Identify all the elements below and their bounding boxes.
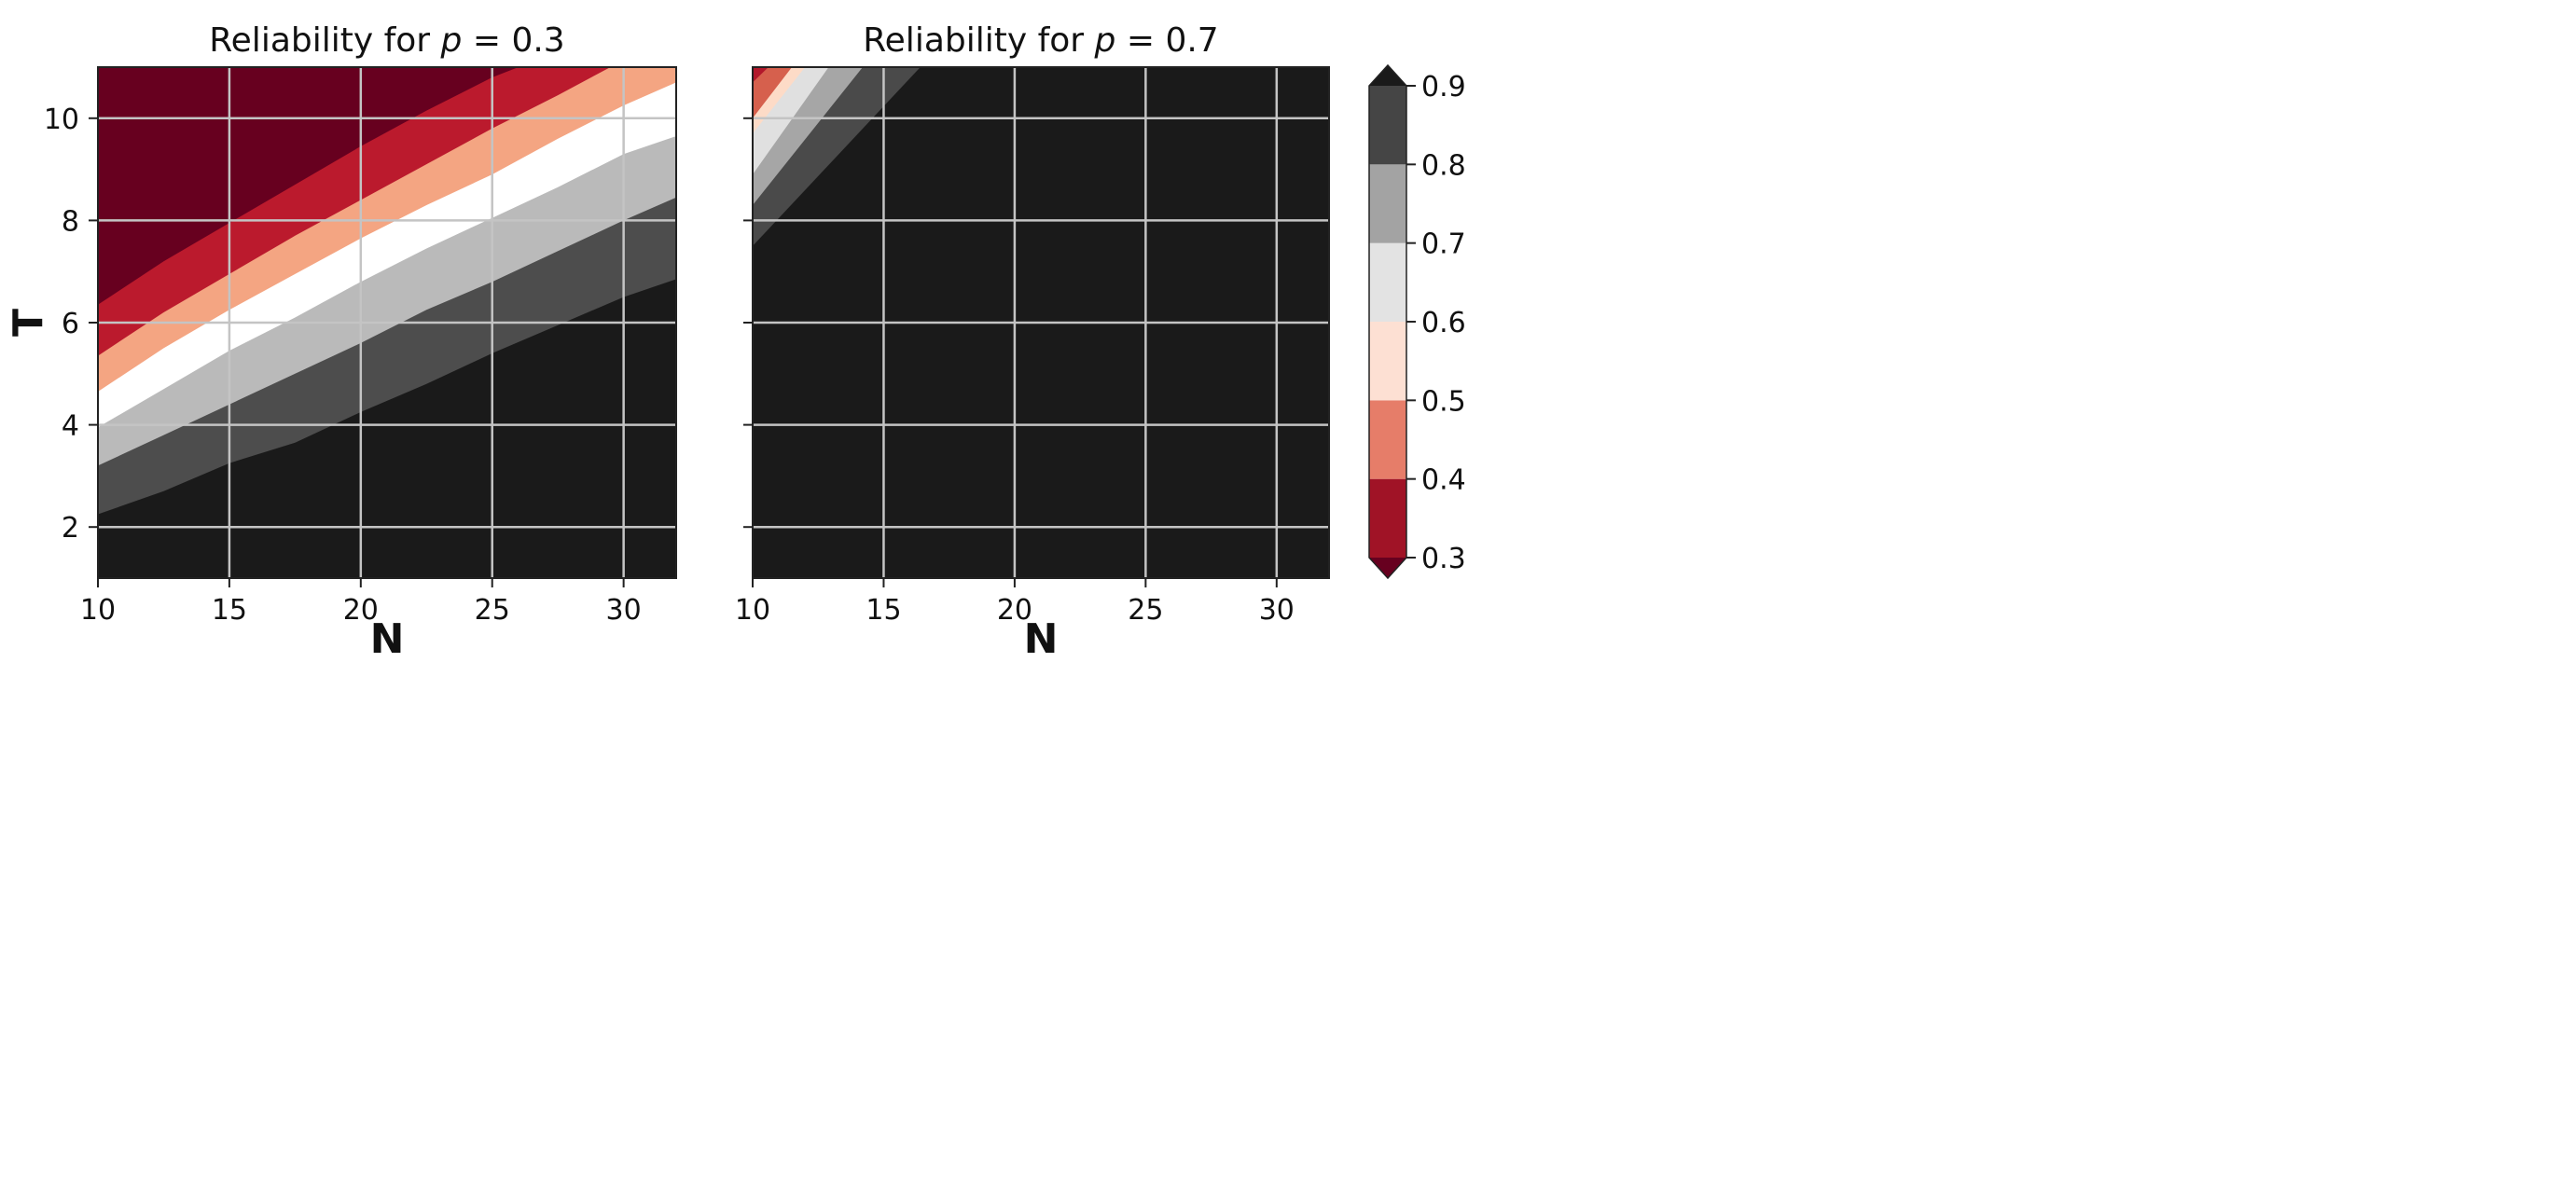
left-contour-panel: 10 15 20 25 30 2 4 6 8 10 N T Reliability for p = 0.… <box>5 21 677 663</box>
colorbar-tick-label: 0.5 <box>1421 385 1466 418</box>
y-tick-label: 6 <box>62 308 79 340</box>
x-tick-label: 25 <box>475 594 510 627</box>
colorbar-tick-label: 0.9 <box>1421 71 1466 104</box>
colorbar-segment-0.5 <box>1369 322 1406 401</box>
x-tick-label: 25 <box>1128 594 1163 627</box>
axes-frame <box>752 66 1330 579</box>
colorbar-tick-label: 0.7 <box>1421 228 1466 261</box>
colorbar-segment-0.8 <box>1369 86 1406 165</box>
y-tick-label: 4 <box>62 410 79 443</box>
x-tick-label: 20 <box>343 594 379 627</box>
title-prefix: Reliability for <box>863 21 1094 60</box>
colorbar-extend-max <box>1369 65 1406 86</box>
x-tick-label: 20 <box>997 594 1032 627</box>
chart-title: Reliability for p = 0.7 <box>863 21 1218 60</box>
x-tick-label: 15 <box>212 594 247 627</box>
x-axis-label: N <box>370 615 405 663</box>
band-below-0.8 <box>98 279 676 578</box>
y-tick-label: 8 <box>62 205 79 238</box>
plot-area <box>753 67 1329 578</box>
colorbar-tick-label: 0.6 <box>1421 307 1466 339</box>
colorbar-segment-0.4 <box>1369 400 1406 479</box>
title-suffix: = 0.3 <box>462 21 564 60</box>
axes-frame <box>97 66 677 579</box>
x-tick-label: 15 <box>866 594 901 627</box>
colorbar-tick-label: 0.3 <box>1421 543 1466 575</box>
chart-title: Reliability for p = 0.3 <box>209 21 564 60</box>
colorbar-segment-0.7 <box>1369 164 1406 243</box>
colorbar-extend-min <box>1369 558 1406 578</box>
x-axis-label: N <box>1024 615 1059 663</box>
x-tick-label: 30 <box>606 594 642 627</box>
title-variable: p <box>1094 21 1116 60</box>
colorbar-tick-label: 0.4 <box>1421 464 1466 497</box>
x-tick-label: 30 <box>1259 594 1295 627</box>
right-contour-panel: 10 15 20 25 30 N Reliability for p = 0.7 <box>735 21 1330 663</box>
title-prefix: Reliability for <box>209 21 440 60</box>
title-suffix: = 0.7 <box>1115 21 1218 60</box>
colorbar-segment-0.6 <box>1369 242 1406 322</box>
y-tick-label: 10 <box>44 104 79 136</box>
plot-area <box>98 67 676 578</box>
x-tick-label: 10 <box>80 594 116 627</box>
colorbar: 0.3 0.4 0.5 0.6 0.7 0.8 0.9 <box>1368 63 1466 580</box>
colorbar-tick-label: 0.8 <box>1421 149 1466 182</box>
y-tick-label: 2 <box>62 512 79 545</box>
title-variable: p <box>440 21 463 60</box>
x-tick-label: 10 <box>735 594 770 627</box>
colorbar-segment-0.3 <box>1369 478 1406 558</box>
y-axis-label: T <box>5 309 52 337</box>
